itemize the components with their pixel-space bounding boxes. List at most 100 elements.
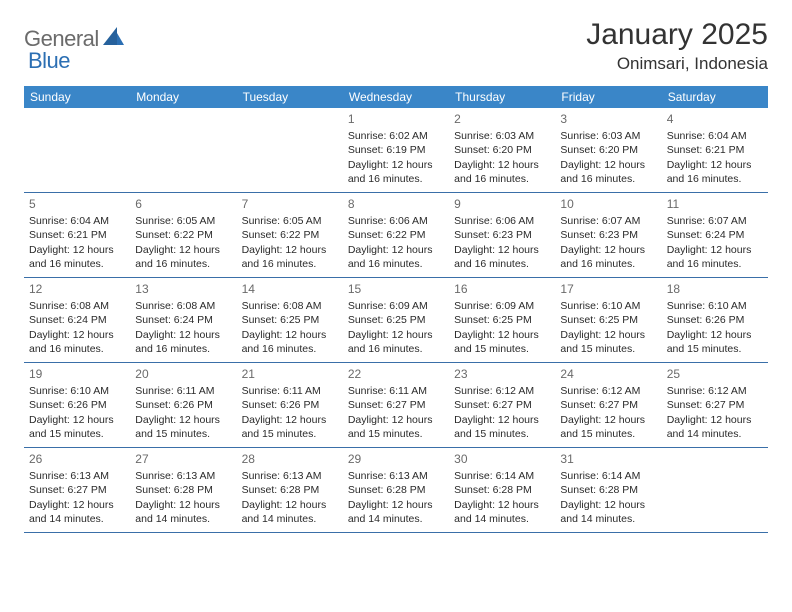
brand-logo: General bbox=[24, 18, 129, 52]
day-number: 21 bbox=[242, 366, 338, 382]
daylight-line: Daylight: 12 hours and 15 minutes. bbox=[348, 413, 444, 441]
sunset-line: Sunset: 6:28 PM bbox=[135, 483, 231, 497]
sunset-line: Sunset: 6:27 PM bbox=[560, 398, 656, 412]
sunset-line: Sunset: 6:20 PM bbox=[560, 143, 656, 157]
daylight-line: Daylight: 12 hours and 15 minutes. bbox=[667, 328, 763, 356]
sunrise-line: Sunrise: 6:04 AM bbox=[29, 214, 125, 228]
daylight-line: Daylight: 12 hours and 16 minutes. bbox=[135, 243, 231, 271]
sunrise-line: Sunrise: 6:14 AM bbox=[560, 469, 656, 483]
day-cell: 2Sunrise: 6:03 AMSunset: 6:20 PMDaylight… bbox=[449, 108, 555, 192]
day-number: 16 bbox=[454, 281, 550, 297]
sunrise-line: Sunrise: 6:10 AM bbox=[667, 299, 763, 313]
day-number: 9 bbox=[454, 196, 550, 212]
day-cell: 18 Sunrise: 6:10 AMSunset: 6:26 PMDayligh… bbox=[662, 278, 768, 362]
sunrise-line: Sunrise: 6:06 AM bbox=[454, 214, 550, 228]
sunset-line: Sunset: 6:27 PM bbox=[29, 483, 125, 497]
daylight-line: Daylight: 12 hours and 15 minutes. bbox=[560, 413, 656, 441]
sunset-line: Sunset: 6:21 PM bbox=[667, 143, 763, 157]
sail-icon bbox=[103, 27, 125, 52]
sunrise-line: Sunrise: 6:02 AM bbox=[348, 129, 444, 143]
sunset-line: Sunset: 6:25 PM bbox=[560, 313, 656, 327]
daylight-line: Daylight: 12 hours and 15 minutes. bbox=[29, 413, 125, 441]
sunset-line: Sunset: 6:24 PM bbox=[29, 313, 125, 327]
day-number: 30 bbox=[454, 451, 550, 467]
day-cell: 25Sunrise: 6:12 AMSunset: 6:27 PMDayligh… bbox=[662, 363, 768, 447]
brand-word2: Blue bbox=[28, 48, 70, 73]
day-number: 19 bbox=[29, 366, 125, 382]
day-cell: 20Sunrise: 6:11 AMSunset: 6:26 PMDayligh… bbox=[130, 363, 236, 447]
sunrise-line: Sunrise: 6:13 AM bbox=[29, 469, 125, 483]
day-number: 3 bbox=[560, 111, 656, 127]
day-number: 24 bbox=[560, 366, 656, 382]
daylight-line: Daylight: 12 hours and 15 minutes. bbox=[560, 328, 656, 356]
day-number: 31 bbox=[560, 451, 656, 467]
sunset-line: Sunset: 6:20 PM bbox=[454, 143, 550, 157]
day-number: 4 bbox=[667, 111, 763, 127]
day-cell: 28Sunrise: 6:13 AMSunset: 6:28 PMDayligh… bbox=[237, 448, 343, 532]
day-cell bbox=[24, 108, 130, 192]
sunset-line: Sunset: 6:28 PM bbox=[560, 483, 656, 497]
day-cell: 21Sunrise: 6:11 AMSunset: 6:26 PMDayligh… bbox=[237, 363, 343, 447]
week-row: 1 Sunrise: 6:02 AMSunset: 6:19 PM Daylight… bbox=[24, 108, 768, 193]
daylight-line: Daylight: 12 hours and 16 minutes. bbox=[242, 328, 338, 356]
daylight-line: Daylight: 12 hours and 16 minutes. bbox=[560, 158, 656, 186]
sunrise-line: Sunrise: 6:11 AM bbox=[242, 384, 338, 398]
day-cell bbox=[662, 448, 768, 532]
sunset-line: Sunset: 6:24 PM bbox=[135, 313, 231, 327]
weekday-cell: Monday bbox=[130, 86, 236, 108]
sunrise-line: Sunrise: 6:07 AM bbox=[667, 214, 763, 228]
page: General January 2025 Onimsari, Indonesia… bbox=[0, 0, 792, 551]
day-number: 11 bbox=[667, 196, 763, 212]
sunrise-line: Sunrise: 6:12 AM bbox=[667, 384, 763, 398]
day-number: 14 bbox=[242, 281, 338, 297]
sunset-line: Sunset: 6:26 PM bbox=[667, 313, 763, 327]
sunrise-line: Sunrise: 6:09 AM bbox=[454, 299, 550, 313]
day-cell: 15Sunrise: 6:09 AMSunset: 6:25 PMDayligh… bbox=[343, 278, 449, 362]
weekday-cell: Sunday bbox=[24, 86, 130, 108]
sunset-line: Sunset: 6:21 PM bbox=[29, 228, 125, 242]
day-number: 25 bbox=[667, 366, 763, 382]
day-number: 12 bbox=[29, 281, 125, 297]
day-cell: 12Sunrise: 6:08 AMSunset: 6:24 PMDayligh… bbox=[24, 278, 130, 362]
sunrise-line: Sunrise: 6:03 AM bbox=[454, 129, 550, 143]
day-number: 13 bbox=[135, 281, 231, 297]
sunrise-line: Sunrise: 6:05 AM bbox=[242, 214, 338, 228]
day-cell: 5Sunrise: 6:04 AMSunset: 6:21 PMDaylight… bbox=[24, 193, 130, 277]
day-cell: 30Sunrise: 6:14 AMSunset: 6:28 PMDayligh… bbox=[449, 448, 555, 532]
day-cell: 4Sunrise: 6:04 AMSunset: 6:21 PMDaylight… bbox=[662, 108, 768, 192]
sunrise-line: Sunrise: 6:08 AM bbox=[242, 299, 338, 313]
sunset-line: Sunset: 6:22 PM bbox=[135, 228, 231, 242]
daylight-line: Daylight: 12 hours and 16 minutes. bbox=[667, 158, 763, 186]
sunrise-line: Sunrise: 6:14 AM bbox=[454, 469, 550, 483]
sunrise-line: Sunrise: 6:13 AM bbox=[348, 469, 444, 483]
day-cell: 14 Sunrise: 6:08 AMSunset: 6:25 PMDayligh… bbox=[237, 278, 343, 362]
sunset-line: Sunset: 6:28 PM bbox=[348, 483, 444, 497]
sunset-line: Sunset: 6:28 PM bbox=[242, 483, 338, 497]
day-number: 1 bbox=[348, 111, 444, 127]
daylight-line: Daylight: 12 hours and 16 minutes. bbox=[454, 243, 550, 271]
daylight-line: Daylight: 12 hours and 16 minutes. bbox=[29, 243, 125, 271]
sunset-line: Sunset: 6:26 PM bbox=[135, 398, 231, 412]
month-title: January 2025 bbox=[586, 18, 768, 52]
daylight-line: Daylight: 12 hours and 14 minutes. bbox=[242, 498, 338, 526]
sunset-line: Sunset: 6:26 PM bbox=[242, 398, 338, 412]
sunrise-line: Sunrise: 6:05 AM bbox=[135, 214, 231, 228]
sunset-line: Sunset: 6:28 PM bbox=[454, 483, 550, 497]
day-number: 10 bbox=[560, 196, 656, 212]
day-number: 6 bbox=[135, 196, 231, 212]
day-cell: 7Sunrise: 6:05 AMSunset: 6:22 PMDaylight… bbox=[237, 193, 343, 277]
day-cell: 3Sunrise: 6:03 AMSunset: 6:20 PMDaylight… bbox=[555, 108, 661, 192]
day-number: 8 bbox=[348, 196, 444, 212]
location: Onimsari, Indonesia bbox=[586, 54, 768, 74]
sunset-line: Sunset: 6:25 PM bbox=[348, 313, 444, 327]
sunset-line: Sunset: 6:19 PM bbox=[348, 143, 444, 157]
sunset-line: Sunset: 6:23 PM bbox=[454, 228, 550, 242]
sunrise-line: Sunrise: 6:12 AM bbox=[560, 384, 656, 398]
day-number: 18 bbox=[667, 281, 763, 297]
sunset-line: Sunset: 6:25 PM bbox=[454, 313, 550, 327]
sunrise-line: Sunrise: 6:11 AM bbox=[348, 384, 444, 398]
sunset-line: Sunset: 6:22 PM bbox=[348, 228, 444, 242]
week-row: 26Sunrise: 6:13 AMSunset: 6:27 PMDayligh… bbox=[24, 448, 768, 533]
sunrise-line: Sunrise: 6:07 AM bbox=[560, 214, 656, 228]
sunset-line: Sunset: 6:25 PM bbox=[242, 313, 338, 327]
